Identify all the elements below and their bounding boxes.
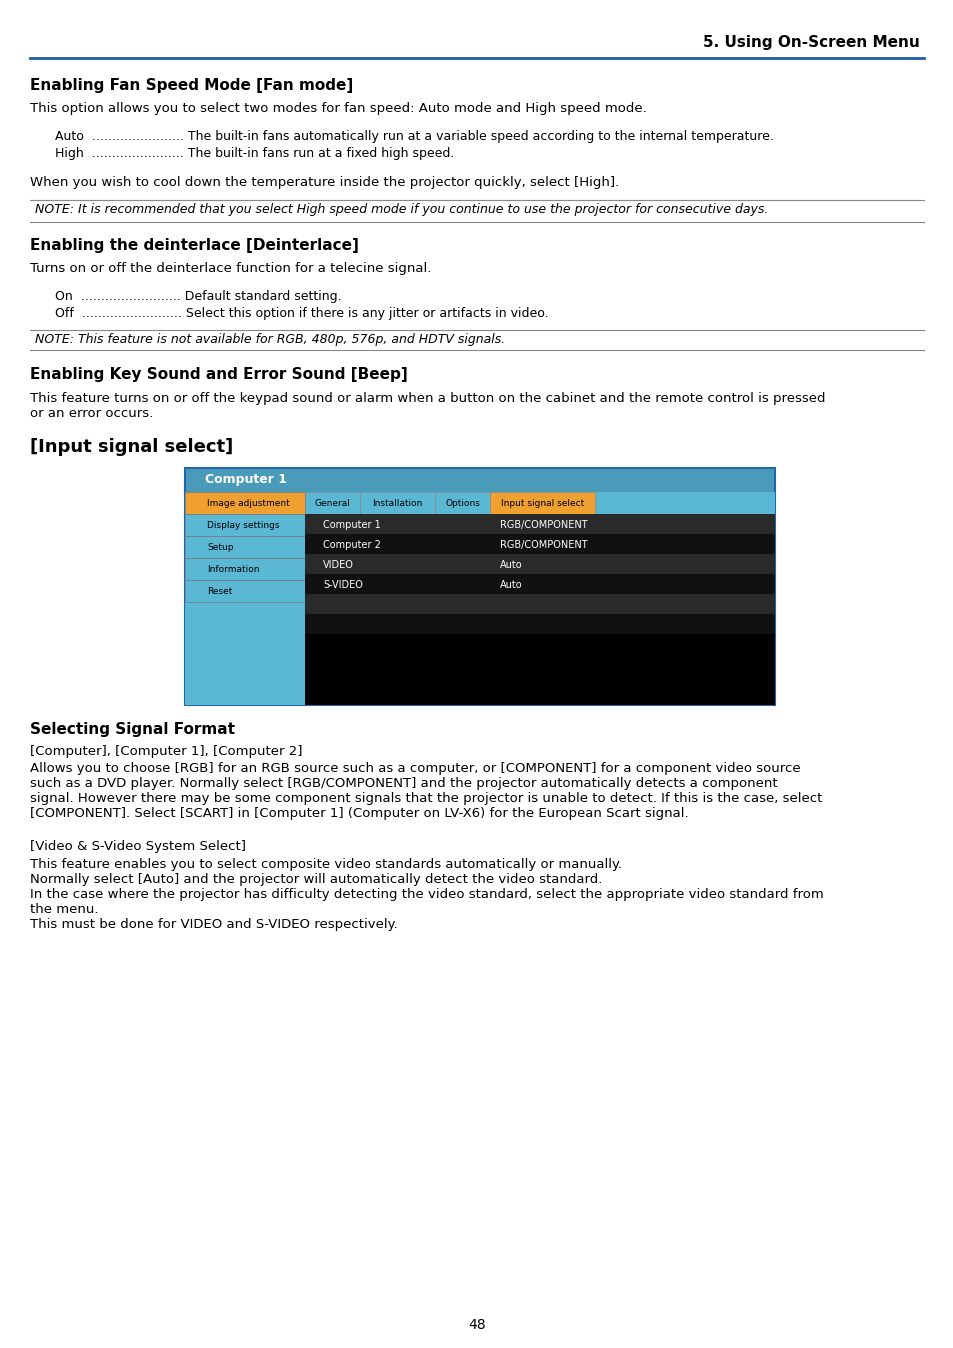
Bar [185,537,305,558]
Text: Options: Options [445,500,479,508]
Bar [305,492,774,514]
Text: On  ......................... Default standard setting.: On ......................... Default sta… [55,290,341,303]
Bar [185,558,305,580]
Text: RGB/COMPONENT: RGB/COMPONENT [499,520,587,530]
Bar [305,534,774,554]
Text: This feature turns on or off the keypad sound or alarm when a button on the cabi: This feature turns on or off the keypad … [30,392,824,421]
Bar [305,492,359,514]
Bar [490,492,595,514]
Bar [305,594,774,613]
Text: Auto: Auto [499,580,522,590]
Text: RGB/COMPONENT: RGB/COMPONENT [499,541,587,550]
Bar [185,580,305,603]
Text: VIDEO: VIDEO [323,559,354,570]
Text: Off  ......................... Select this option if there is any jitter or arti: Off ......................... Select thi… [55,307,548,319]
Text: [Computer], [Computer 1], [Computer 2]: [Computer], [Computer 1], [Computer 2] [30,745,302,758]
Bar [305,492,774,705]
Bar [305,514,774,534]
Bar [185,468,774,705]
Text: Enabling Fan Speed Mode [Fan mode]: Enabling Fan Speed Mode [Fan mode] [30,78,353,93]
Bar [305,613,774,634]
Text: 5. Using On-Screen Menu: 5. Using On-Screen Menu [702,35,919,50]
Text: This option allows you to select two modes for fan speed: Auto mode and High spe: This option allows you to select two mod… [30,102,646,115]
Text: Reset: Reset [207,588,233,597]
Text: Computer 1: Computer 1 [323,520,380,530]
Text: S-VIDEO: S-VIDEO [323,580,362,590]
Text: Auto  ....................... The built-in fans automatically run at a variable : Auto ....................... The built-i… [55,129,773,143]
Text: 48: 48 [468,1318,485,1332]
Text: Turns on or off the deinterlace function for a telecine signal.: Turns on or off the deinterlace function… [30,262,431,275]
Bar [185,492,305,705]
Text: Computer 2: Computer 2 [323,541,380,550]
Text: Input signal select: Input signal select [500,500,583,508]
Text: Enabling the deinterlace [Deinterlace]: Enabling the deinterlace [Deinterlace] [30,239,358,253]
Text: Selecting Signal Format: Selecting Signal Format [30,723,234,737]
Text: Auto: Auto [499,559,522,570]
Text: Setup: Setup [207,543,233,553]
Text: High  ....................... The built-in fans run at a fixed high speed.: High ....................... The built-i… [55,147,454,160]
Bar [359,492,435,514]
Text: Enabling Key Sound and Error Sound [Beep]: Enabling Key Sound and Error Sound [Beep… [30,367,407,381]
Text: This feature enables you to select composite video standards automatically or ma: This feature enables you to select compo… [30,857,822,931]
Text: [Video & S-Video System Select]: [Video & S-Video System Select] [30,840,246,853]
Text: Allows you to choose [RGB] for an RGB source such as a computer, or [COMPONENT] : Allows you to choose [RGB] for an RGB so… [30,762,821,820]
Text: NOTE: This feature is not available for RGB, 480p, 576p, and HDTV signals.: NOTE: This feature is not available for … [35,333,505,346]
Text: General: General [314,500,350,508]
Bar [185,514,305,537]
Bar [435,492,490,514]
Bar [305,554,774,574]
Bar [305,574,774,594]
Text: Installation: Installation [372,500,422,508]
Text: NOTE: It is recommended that you select High speed mode if you continue to use t: NOTE: It is recommended that you select … [35,204,767,216]
Text: [Input signal select]: [Input signal select] [30,438,233,456]
Bar [185,492,305,514]
Text: Information: Information [207,566,259,574]
Text: Computer 1: Computer 1 [205,473,287,487]
Text: Image adjustment: Image adjustment [207,500,290,508]
Text: When you wish to cool down the temperature inside the projector quickly, select : When you wish to cool down the temperatu… [30,177,618,189]
Text: Display settings: Display settings [207,522,279,531]
